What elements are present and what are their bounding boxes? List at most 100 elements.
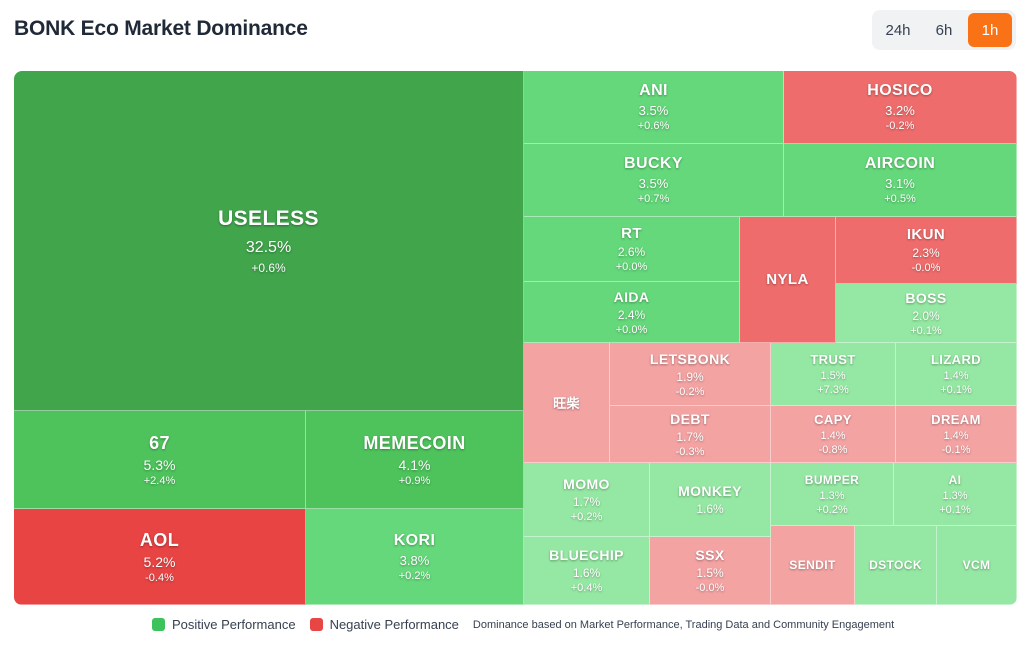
timeframe-6h-button[interactable]: 6h bbox=[935, 21, 953, 39]
tile-ikun[interactable]: IKUN 2.3% -0.0% bbox=[836, 217, 1017, 284]
tile-monkey[interactable]: MONKEY 1.6% bbox=[650, 463, 771, 537]
tile-change: -0.3% bbox=[675, 445, 705, 458]
tile-change: +0.4% bbox=[570, 582, 603, 594]
tile-name: SSX bbox=[695, 547, 725, 563]
tile-change: +0.0% bbox=[615, 323, 648, 336]
tile-name: RT bbox=[621, 225, 642, 242]
tile-dominance: 5.3% bbox=[143, 456, 176, 473]
tile-ssx[interactable]: SSX 1.5% -0.0% bbox=[650, 537, 771, 605]
tile-boss[interactable]: BOSS 2.0% +0.1% bbox=[836, 284, 1017, 343]
tile-dominance: 2.3% bbox=[912, 246, 940, 260]
timeframe-24h-button[interactable]: 24h bbox=[885, 21, 911, 39]
tile-capy[interactable]: CAPY 1.4% -0.8% bbox=[771, 406, 896, 463]
tile-name: 67 bbox=[149, 432, 170, 453]
tile-name: IKUN bbox=[906, 226, 946, 243]
tile-change: -0.4% bbox=[145, 571, 174, 584]
tile-change: +0.1% bbox=[910, 324, 942, 337]
tile-aol[interactable]: AOL 5.2% -0.4% bbox=[14, 509, 306, 605]
tile-useless[interactable]: USELESS 32.5% +0.6% bbox=[14, 71, 524, 411]
tile-dominance: 2.0% bbox=[912, 308, 940, 323]
tile-name: BUCKY bbox=[624, 155, 683, 172]
tile-name: LIZARD bbox=[930, 352, 982, 367]
tile-name: LETSBONK bbox=[649, 350, 731, 367]
tile-lizard[interactable]: LIZARD 1.4% +0.1% bbox=[896, 343, 1017, 406]
tile-change: +0.7% bbox=[637, 193, 670, 205]
tile-ani[interactable]: ANI 3.5% +0.6% bbox=[524, 71, 784, 144]
tile-name: HOSICO bbox=[867, 82, 933, 99]
tile-cjk[interactable]: 旺柴 bbox=[524, 343, 610, 463]
tile-change: +0.5% bbox=[884, 193, 916, 205]
tile-change: -0.2% bbox=[885, 120, 915, 132]
tile-change: +0.1% bbox=[940, 384, 972, 396]
tile-aida[interactable]: AIDA 2.4% +0.0% bbox=[524, 282, 740, 343]
tile-name: CAPY bbox=[814, 412, 852, 427]
tile-change: -0.2% bbox=[675, 385, 705, 398]
tile-dominance: 3.5% bbox=[638, 103, 669, 118]
tile-change: +7.3% bbox=[817, 384, 849, 396]
tile-ai[interactable]: AI 1.3% +0.1% bbox=[894, 463, 1017, 526]
tile-dominance: 1.4% bbox=[943, 430, 969, 442]
legend-positive-label: Positive Performance bbox=[172, 617, 296, 632]
tile-name: 旺柴 bbox=[553, 396, 580, 411]
tile-bumper[interactable]: BUMPER 1.3% +0.2% bbox=[771, 463, 894, 526]
tile-name: AIRCOIN bbox=[864, 155, 936, 172]
tile-name: ANI bbox=[639, 82, 668, 99]
tile-dominance: 3.2% bbox=[885, 103, 915, 118]
tile-letsbonk[interactable]: LETSBONK 1.9% -0.2% bbox=[610, 343, 771, 406]
tile-trust[interactable]: TRUST 1.5% +7.3% bbox=[771, 343, 896, 406]
tile-change: +0.6% bbox=[251, 260, 286, 275]
page-title: BONK Eco Market Dominance bbox=[14, 17, 308, 40]
legend-note: Dominance based on Market Performance, T… bbox=[472, 618, 895, 631]
tile-dominance: 1.9% bbox=[676, 369, 704, 384]
tile-hosico[interactable]: HOSICO 3.2% -0.2% bbox=[784, 71, 1017, 144]
tile-dominance: 4.1% bbox=[398, 456, 431, 473]
tile-dominance: 1.3% bbox=[942, 489, 968, 502]
tile-dominance: 1.7% bbox=[676, 429, 704, 444]
tile-dominance: 5.2% bbox=[143, 553, 176, 570]
tile-bluechip[interactable]: BLUECHIP 1.6% +0.4% bbox=[524, 537, 650, 605]
tile-change: +0.9% bbox=[398, 474, 431, 487]
tile-dominance: 1.6% bbox=[696, 502, 724, 516]
tile-name: DREAM bbox=[931, 412, 981, 427]
tile-nyla[interactable]: NYLA bbox=[740, 217, 836, 343]
tile-67[interactable]: 67 5.3% +2.4% bbox=[14, 411, 306, 509]
tile-dominance: 1.3% bbox=[819, 489, 845, 502]
tile-change: -0.8% bbox=[818, 444, 848, 456]
legend: Positive Performance Negative Performanc… bbox=[152, 617, 894, 632]
tile-debt[interactable]: DEBT 1.7% -0.3% bbox=[610, 406, 771, 463]
timeframe-1h-button[interactable]: 1h bbox=[968, 13, 1012, 47]
tile-aircoin[interactable]: AIRCOIN 3.1% +0.5% bbox=[784, 144, 1017, 217]
tile-change: +0.2% bbox=[816, 503, 848, 516]
tile-name: BUMPER bbox=[804, 472, 860, 487]
tile-change: -0.0% bbox=[695, 582, 725, 594]
tile-rt[interactable]: RT 2.6% +0.0% bbox=[524, 217, 740, 282]
tile-memecoin[interactable]: MEMECOIN 4.1% +0.9% bbox=[306, 411, 524, 509]
tile-name: MEMECOIN bbox=[363, 432, 466, 453]
tile-name: DSTOCK bbox=[869, 558, 922, 572]
positive-swatch bbox=[152, 618, 165, 631]
tile-dominance: 3.8% bbox=[399, 552, 430, 568]
tile-name: AIDA bbox=[613, 288, 650, 305]
tile-name: VCM bbox=[962, 558, 991, 572]
tile-dream[interactable]: DREAM 1.4% -0.1% bbox=[896, 406, 1017, 463]
timeframe-selector: 24h 6h 1h bbox=[872, 10, 1016, 50]
tile-dominance: 32.5% bbox=[245, 238, 292, 256]
legend-negative-label: Negative Performance bbox=[329, 617, 459, 632]
tile-momo[interactable]: MOMO 1.7% +0.2% bbox=[524, 463, 650, 537]
tile-change: +0.2% bbox=[398, 569, 431, 582]
tile-dominance: 3.5% bbox=[638, 176, 669, 191]
tile-change: +0.0% bbox=[615, 261, 648, 273]
tile-name: BOSS bbox=[905, 289, 947, 306]
tile-dominance: 1.5% bbox=[820, 370, 846, 382]
tile-change: +0.1% bbox=[939, 503, 971, 516]
tile-change: +0.2% bbox=[570, 511, 603, 523]
tile-dominance: 1.7% bbox=[572, 495, 601, 509]
tile-kori[interactable]: KORI 3.8% +0.2% bbox=[306, 509, 524, 605]
tile-dominance: 3.1% bbox=[885, 176, 915, 191]
tile-vcm[interactable]: VCM bbox=[937, 526, 1017, 605]
tile-bucky[interactable]: BUCKY 3.5% +0.7% bbox=[524, 144, 784, 217]
legend-positive: Positive Performance bbox=[152, 617, 296, 632]
tile-dstock[interactable]: DSTOCK bbox=[855, 526, 937, 605]
tile-sendit[interactable]: SENDIT bbox=[771, 526, 855, 605]
dominance-treemap: USELESS 32.5% +0.6% 67 5.3% +2.4% MEMECOIN 4.1%… bbox=[14, 71, 1017, 605]
